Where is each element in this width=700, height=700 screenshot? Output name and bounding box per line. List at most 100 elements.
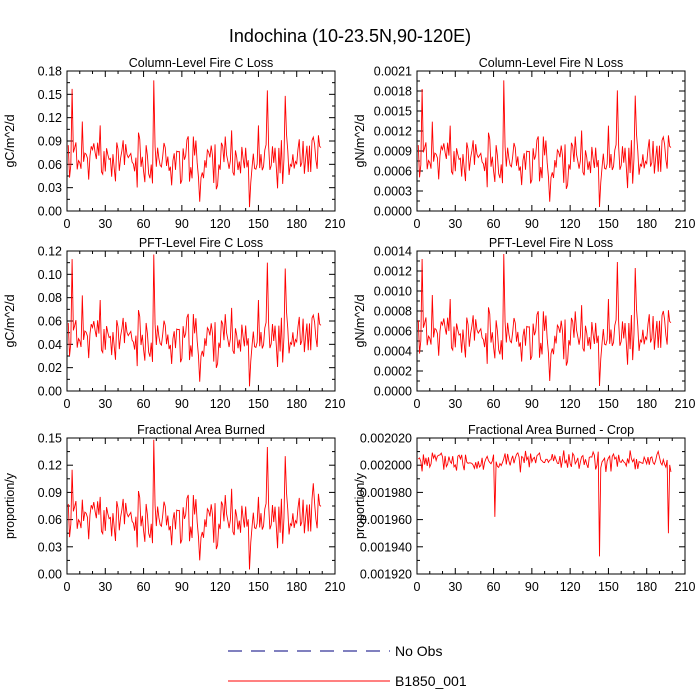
- x-tick-label: 90: [525, 397, 539, 411]
- y-tick-label: 0.001980: [360, 486, 412, 500]
- y-tick-label: 0.0000: [374, 205, 412, 219]
- plot-frame: [416, 70, 686, 212]
- y-tick-label: 0.0010: [374, 285, 412, 299]
- y-tick-label: 0.12: [38, 459, 62, 473]
- series-line-b1850_001: [417, 449, 672, 557]
- x-tick-label: 90: [175, 580, 189, 594]
- y-tick-label: 0.0018: [374, 85, 412, 99]
- y-tick-label: 0.001960: [360, 513, 412, 527]
- y-tick-label: 0.001940: [360, 540, 412, 554]
- x-tick-label: 210: [325, 580, 346, 594]
- y-tick-label: 0.18: [38, 65, 62, 79]
- x-tick-label: 60: [487, 397, 501, 411]
- x-tick-label: 210: [325, 397, 346, 411]
- x-tick-label: 150: [248, 397, 269, 411]
- legend-label-no-obs: No Obs: [395, 643, 442, 659]
- plot-frame: [66, 250, 336, 392]
- x-tick-label: 150: [598, 397, 619, 411]
- x-tick-label: 120: [560, 217, 581, 231]
- panel-title: PFT-Level Fire N Loss: [489, 236, 613, 250]
- y-tick-label: 0.03: [38, 540, 62, 554]
- y-tick-label: 0.0009: [374, 145, 412, 159]
- x-tick-label: 30: [98, 580, 112, 594]
- plot-frame: [66, 437, 336, 575]
- x-tick-label: 210: [675, 580, 696, 594]
- x-tick-label: 180: [636, 397, 657, 411]
- y-axis-label: gN/m^2/d: [353, 294, 367, 347]
- y-tick-label: 0.0004: [374, 345, 412, 359]
- x-tick-label: 0: [414, 217, 421, 231]
- series-line-b1850_001: [67, 254, 322, 387]
- x-tick-label: 60: [137, 217, 151, 231]
- y-tick-label: 0.002020: [360, 432, 412, 446]
- y-tick-label: 0.00: [38, 205, 62, 219]
- y-axis-label: proportion/y: [353, 472, 367, 539]
- y-tick-label: 0.06: [38, 513, 62, 527]
- series-line-b1850_001: [417, 253, 672, 387]
- x-tick-label: 90: [525, 217, 539, 231]
- x-tick-label: 0: [64, 217, 71, 231]
- x-tick-label: 30: [98, 397, 112, 411]
- y-tick-label: 0.15: [38, 432, 62, 446]
- panel-title: PFT-Level Fire C Loss: [139, 236, 263, 250]
- x-tick-label: 0: [414, 397, 421, 411]
- x-tick-label: 120: [210, 217, 231, 231]
- y-tick-label: 0.12: [38, 245, 62, 259]
- x-tick-label: 120: [560, 580, 581, 594]
- series-line-b1850_001: [67, 80, 322, 208]
- x-tick-label: 30: [448, 580, 462, 594]
- legend: No Obs B1850_001: [228, 643, 467, 689]
- y-tick-label: 0.15: [38, 88, 62, 102]
- x-tick-label: 180: [286, 397, 307, 411]
- x-tick-label: 180: [286, 217, 307, 231]
- y-tick-label: 0.04: [38, 338, 62, 352]
- y-tick-label: 0.03: [38, 181, 62, 195]
- x-tick-label: 120: [210, 580, 231, 594]
- x-tick-label: 0: [64, 580, 71, 594]
- y-tick-label: 0.0008: [374, 305, 412, 319]
- x-tick-label: 90: [525, 580, 539, 594]
- x-tick-label: 60: [487, 580, 501, 594]
- panel-4: PFT-Level Fire N Loss gN/m^2/d 0 30 60 90 120 1…: [353, 236, 695, 411]
- y-tick-label: 0.0000: [374, 385, 412, 399]
- panel-1: Column-Level Fire C Loss gC/m^2/d 0 30 60 90 1…: [3, 56, 345, 231]
- y-tick-label: 0.12: [38, 111, 62, 125]
- x-tick-label: 150: [598, 217, 619, 231]
- y-tick-label: 0.06: [38, 315, 62, 329]
- plot-frame: [416, 250, 686, 392]
- panel-5: Fractional Area Burned proportion/y 0 30 60 9…: [3, 423, 345, 594]
- x-tick-label: 90: [175, 397, 189, 411]
- x-tick-label: 30: [448, 217, 462, 231]
- x-tick-label: 60: [137, 580, 151, 594]
- panel-title: Column-Level Fire N Loss: [479, 56, 624, 70]
- panels: Column-Level Fire C Loss gC/m^2/d 0 30 60 90 1…: [3, 56, 695, 594]
- y-tick-label: 0.001920: [360, 568, 412, 582]
- x-tick-label: 180: [636, 580, 657, 594]
- y-tick-label: 0.0014: [374, 245, 412, 259]
- y-axis-label: gN/m^2/d: [353, 114, 367, 167]
- x-tick-label: 150: [248, 580, 269, 594]
- y-tick-label: 0.0012: [374, 265, 412, 279]
- y-tick-label: 0.0003: [374, 185, 412, 199]
- x-tick-label: 150: [248, 217, 269, 231]
- panel-title: Column-Level Fire C Loss: [129, 56, 274, 70]
- panel-title: Fractional Area Burned - Crop: [468, 423, 634, 437]
- y-tick-label: 0.0015: [374, 105, 412, 119]
- series-line-b1850_001: [67, 439, 322, 570]
- y-tick-label: 0.002000: [360, 459, 412, 473]
- legend-label-b1850: B1850_001: [395, 673, 467, 689]
- y-tick-label: 0.10: [38, 268, 62, 282]
- x-tick-label: 0: [64, 397, 71, 411]
- y-tick-label: 0.00: [38, 385, 62, 399]
- y-tick-label: 0.09: [38, 135, 62, 149]
- x-tick-label: 120: [210, 397, 231, 411]
- y-tick-label: 0.09: [38, 486, 62, 500]
- panel-title: Fractional Area Burned: [137, 423, 265, 437]
- panel-6: Fractional Area Burned - Crop proportion/…: [353, 423, 695, 594]
- series-line-b1850_001: [417, 80, 672, 208]
- y-tick-label: 0.06: [38, 158, 62, 172]
- y-tick-label: 0.0012: [374, 125, 412, 139]
- x-tick-label: 60: [487, 217, 501, 231]
- y-axis-label: gC/m^2/d: [3, 114, 17, 167]
